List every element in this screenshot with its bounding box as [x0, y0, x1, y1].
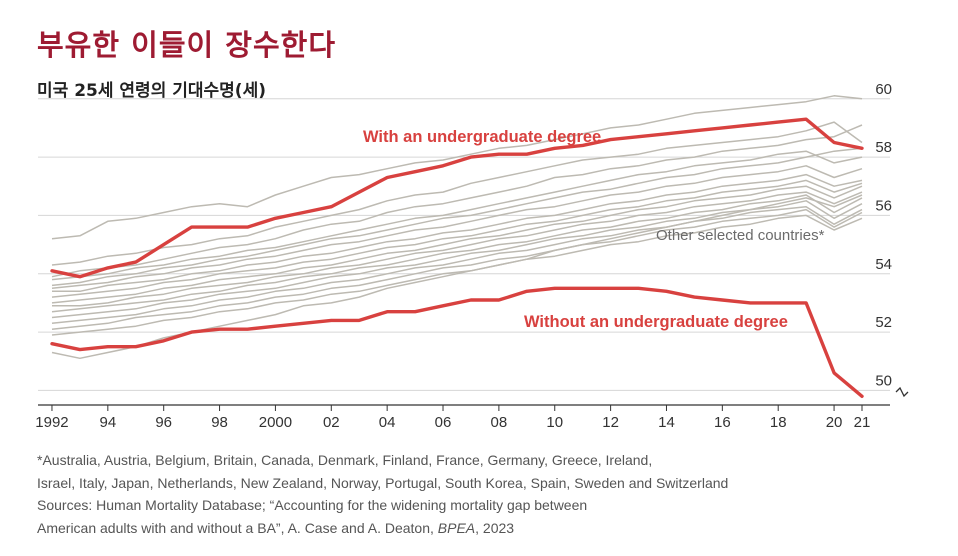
- footnote-sources-1: Sources: Human Mortality Database; “Acco…: [37, 497, 588, 513]
- x-tick-label-16: 16: [714, 414, 731, 431]
- x-tick-label-10: 10: [546, 414, 563, 431]
- x-tick-label-18: 18: [770, 414, 787, 431]
- x-tick-label-06: 06: [435, 414, 452, 431]
- other-country-line: [51, 200, 863, 319]
- gridlines: [38, 98, 890, 391]
- other-country-line: [51, 194, 863, 313]
- x-tick-label-94: 94: [99, 414, 116, 431]
- other-country-line: [51, 214, 863, 336]
- y-tick-label-60: 60: [875, 81, 892, 98]
- other-country-line: [51, 185, 863, 304]
- y-tick-label-52: 52: [875, 314, 892, 331]
- y-axis: 50 52 54 56 58 60: [875, 81, 909, 398]
- label-other-countries: Other selected countries*: [656, 227, 825, 244]
- footnote-source-text: American adults with and without a BA”, …: [37, 519, 438, 536]
- footnotes: *Australia, Austria, Belgium, Britain, C…: [37, 449, 728, 539]
- x-tick-label-08: 08: [491, 414, 508, 431]
- y-tick-label-56: 56: [875, 197, 892, 214]
- y-tick-label-50: 50: [875, 372, 892, 389]
- x-tick-label-21: 21: [854, 414, 871, 431]
- other-country-line: [51, 208, 863, 330]
- x-tick-label-2000: 2000: [259, 414, 292, 431]
- other-country-line: [52, 173, 863, 293]
- chart-title: 부유한 이들이 장수한다: [37, 28, 336, 62]
- other-country-line: [51, 95, 863, 240]
- x-tick-label-1992: 1992: [35, 414, 68, 431]
- x-axis: 1992 94 96 98 2000 02 04 06 08 10 12 14 16 18 20 21: [35, 404, 890, 431]
- other-countries-lines: [51, 95, 863, 360]
- y-tick-label-54: 54: [875, 256, 892, 273]
- series-line-with-degree: [50, 117, 864, 279]
- label-with-degree: With an undergraduate degree: [363, 128, 601, 146]
- x-tick-label-02: 02: [323, 414, 340, 431]
- other-country-line: [51, 179, 863, 298]
- x-tick-label-12: 12: [602, 414, 619, 431]
- chart-subtitle: 미국 25세 연령의 기대수명(세): [37, 81, 266, 101]
- footnote-sources-2: American adults with and without a BA”, …: [37, 517, 728, 540]
- x-tick-label-98: 98: [211, 414, 228, 431]
- other-country-line: [51, 150, 863, 281]
- other-country-line: [51, 165, 863, 290]
- us-series-lines: [50, 117, 864, 398]
- footnote-journal: BPEA: [437, 519, 476, 536]
- label-without-degree: Without an undergraduate degree: [524, 313, 788, 331]
- y-tick-label-58: 58: [875, 139, 892, 156]
- footnote-countries-2: Israel, Italy, Japan, Netherlands, New Z…: [37, 474, 729, 491]
- footnote-countries-1: *Australia, Austria, Belgium, Britain, C…: [37, 452, 653, 468]
- footnote-year: , 2023: [475, 519, 515, 536]
- other-country-line: [51, 121, 863, 266]
- x-tick-label-20: 20: [826, 414, 843, 431]
- other-country-line: [51, 124, 863, 278]
- other-country-line: [51, 205, 863, 325]
- other-country-line: [52, 191, 863, 307]
- x-tick-label-04: 04: [379, 414, 396, 431]
- x-tick-label-14: 14: [658, 414, 675, 431]
- other-country-line: [51, 147, 863, 287]
- series-line-without-degree: [50, 286, 864, 398]
- x-tick-label-96: 96: [155, 414, 172, 431]
- axis-break-icon: [895, 386, 909, 398]
